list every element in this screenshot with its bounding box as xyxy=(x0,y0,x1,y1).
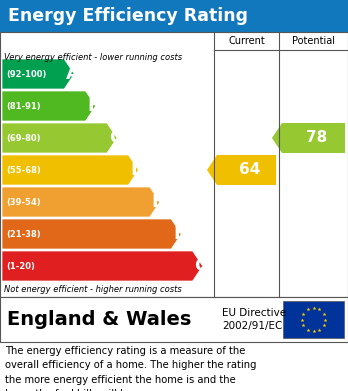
Text: (92-100): (92-100) xyxy=(6,70,46,79)
Text: (69-80): (69-80) xyxy=(6,133,40,142)
Polygon shape xyxy=(207,155,276,185)
Text: (39-54): (39-54) xyxy=(6,197,41,206)
Polygon shape xyxy=(2,123,117,153)
Text: Energy Efficiency Rating: Energy Efficiency Rating xyxy=(8,7,248,25)
Text: 78: 78 xyxy=(306,131,327,145)
Text: (55-68): (55-68) xyxy=(6,165,41,174)
Polygon shape xyxy=(2,187,160,217)
Text: A: A xyxy=(66,65,80,83)
Polygon shape xyxy=(2,155,139,185)
Text: Not energy efficient - higher running costs: Not energy efficient - higher running co… xyxy=(4,285,182,294)
Polygon shape xyxy=(2,219,181,249)
Polygon shape xyxy=(2,91,96,121)
Text: E: E xyxy=(152,193,164,211)
Text: Very energy efficient - lower running costs: Very energy efficient - lower running co… xyxy=(4,53,182,62)
Text: G: G xyxy=(195,257,209,275)
Bar xyxy=(0,0,348,32)
Text: England & Wales: England & Wales xyxy=(7,310,191,329)
Text: The energy efficiency rating is a measure of the
overall efficiency of a home. T: The energy efficiency rating is a measur… xyxy=(5,346,256,391)
Text: 64: 64 xyxy=(239,163,260,178)
Bar xyxy=(0,32,348,297)
Polygon shape xyxy=(2,59,74,89)
Text: Current: Current xyxy=(228,36,265,46)
Text: EU Directive
2002/91/EC: EU Directive 2002/91/EC xyxy=(222,307,286,332)
Text: B: B xyxy=(88,97,101,115)
Text: C: C xyxy=(109,129,122,147)
Bar xyxy=(283,301,344,338)
Text: (1-20): (1-20) xyxy=(6,262,35,271)
Text: D: D xyxy=(130,161,145,179)
Text: F: F xyxy=(173,225,185,243)
Text: Potential: Potential xyxy=(292,36,335,46)
Text: (81-91): (81-91) xyxy=(6,102,41,111)
Bar xyxy=(0,297,348,342)
Text: (21-38): (21-38) xyxy=(6,230,41,239)
Polygon shape xyxy=(272,123,345,153)
Polygon shape xyxy=(2,251,203,281)
